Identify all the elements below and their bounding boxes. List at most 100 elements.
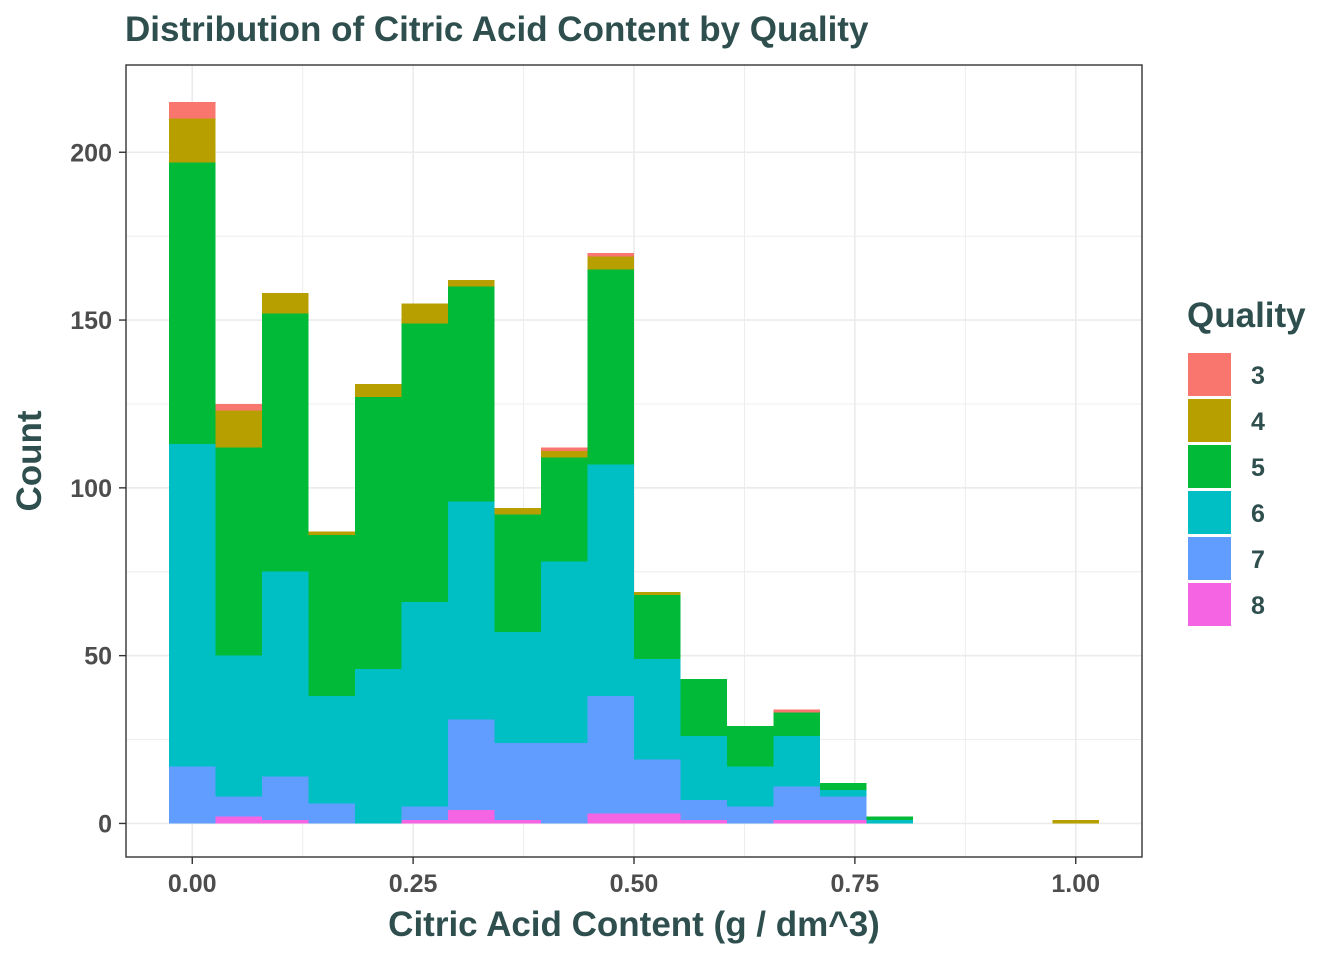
y-tick-label: 0	[98, 810, 112, 838]
bar-segment-quality-4	[541, 450, 588, 458]
bar-segment-quality-6	[354, 669, 402, 824]
bar-segment-quality-7	[215, 796, 262, 817]
bar-segment-quality-7	[587, 695, 634, 814]
bar-segment-quality-7	[819, 796, 867, 821]
x-axis-label: Citric Acid Content (g / dm^3)	[388, 905, 880, 944]
x-tick-label: 0.75	[831, 870, 880, 898]
legend-label-quality-5: 5	[1251, 454, 1265, 482]
x-tick-label: 0.25	[389, 870, 438, 898]
bar-segment-quality-4	[169, 118, 216, 163]
legend-swatch-quality-4	[1188, 399, 1231, 442]
bar-segment-quality-5	[680, 679, 727, 737]
y-tick-label: 100	[70, 475, 112, 503]
legend-swatch-quality-7	[1188, 537, 1231, 580]
bar-segment-quality-6	[634, 659, 681, 760]
legend-items: 3 4 5 6 7 8	[1188, 353, 1265, 626]
x-axis-ticks: 0.00 0.25 0.50 0.75 1.00	[168, 857, 1100, 898]
bar-segment-quality-7	[680, 799, 727, 821]
bar-segment-quality-4	[448, 279, 495, 287]
bar-segment-quality-7	[541, 742, 588, 824]
bar-segment-quality-5	[541, 457, 588, 562]
legend-label-quality-7: 7	[1251, 546, 1265, 574]
legend-label-quality-8: 8	[1251, 592, 1265, 620]
legend-swatch-quality-6	[1188, 491, 1231, 534]
bar-segment-quality-4	[1052, 820, 1099, 824]
bar-segment-quality-8	[448, 810, 495, 824]
bar-segment-quality-8	[680, 820, 727, 824]
bar-segment-quality-8	[262, 820, 309, 824]
bar-segment-quality-5	[866, 816, 914, 821]
bar-segment-quality-5	[634, 595, 681, 659]
bar-segment-quality-5	[819, 783, 867, 790]
bar-segment-quality-6	[448, 501, 495, 720]
bar-segment-quality-7	[494, 742, 541, 821]
bar-segment-quality-5	[401, 323, 449, 602]
bar-segment-quality-4	[354, 383, 402, 398]
legend-label-quality-6: 6	[1251, 500, 1265, 528]
y-tick-label: 200	[70, 139, 112, 167]
y-tick-label: 50	[84, 643, 112, 671]
bar-segment-quality-6	[773, 736, 820, 787]
bar-segment-quality-3	[215, 403, 262, 411]
bar-segment-quality-7	[634, 759, 681, 814]
bar-segment-quality-8	[819, 820, 867, 824]
y-tick-label: 150	[70, 307, 112, 335]
x-tick-label: 0.00	[168, 870, 217, 898]
bar-segment-quality-5	[215, 447, 262, 656]
legend-label-quality-3: 3	[1251, 362, 1265, 390]
bar-segment-quality-4	[308, 531, 355, 535]
bar-segment-quality-8	[773, 820, 820, 824]
bar-segment-quality-4	[401, 303, 449, 324]
bar-segment-quality-3	[773, 709, 820, 713]
bar-segment-quality-7	[773, 786, 820, 821]
bar-segment-quality-8	[634, 813, 681, 824]
bar-segment-quality-5	[494, 514, 541, 633]
bar-segment-quality-8	[587, 813, 634, 824]
legend-swatch-quality-3	[1188, 353, 1231, 396]
bar-segment-quality-5	[773, 712, 820, 737]
bar-segment-quality-6	[587, 464, 634, 696]
bar-segment-quality-6	[866, 820, 914, 824]
bar-segment-quality-8	[494, 820, 541, 824]
bar-segment-quality-6	[262, 571, 309, 777]
bar-segment-quality-6	[401, 601, 449, 807]
bar-segment-quality-4	[587, 256, 634, 270]
bar-segment-quality-7	[401, 806, 449, 821]
bar-segment-quality-7	[262, 776, 309, 821]
y-axis-label: Count	[10, 410, 49, 511]
legend: Quality 3 4 5 6 7 8	[1187, 296, 1306, 626]
bar-segment-quality-5	[727, 726, 774, 767]
bars	[169, 101, 1099, 824]
bar-segment-quality-7	[308, 803, 355, 824]
x-tick-label: 0.50	[610, 870, 659, 898]
legend-title: Quality	[1187, 296, 1306, 335]
bar-segment-quality-4	[215, 410, 262, 448]
legend-label-quality-4: 4	[1251, 408, 1265, 436]
bar-segment-quality-5	[587, 269, 634, 465]
bar-segment-quality-7	[727, 806, 774, 824]
bar-segment-quality-8	[215, 816, 262, 824]
bar-segment-quality-5	[262, 313, 309, 572]
bar-segment-quality-5	[448, 286, 495, 502]
y-axis-ticks: 0 50 100 150 200	[70, 139, 126, 838]
bar-segment-quality-7	[448, 719, 495, 811]
bar-segment-quality-5	[169, 162, 216, 445]
legend-swatch-quality-5	[1188, 445, 1231, 488]
x-tick-label: 1.00	[1051, 870, 1100, 898]
chart-title: Distribution of Citric Acid Content by Q…	[125, 10, 869, 49]
legend-swatch-quality-8	[1188, 583, 1231, 626]
bar-segment-quality-6	[680, 736, 727, 800]
bar-segment-quality-6	[727, 766, 774, 807]
bar-segment-quality-6	[541, 561, 588, 743]
bar-segment-quality-4	[494, 507, 541, 515]
bar-segment-quality-3	[169, 101, 216, 119]
bar-segment-quality-8	[401, 820, 449, 824]
bar-segment-quality-7	[169, 766, 216, 824]
bar-segment-quality-4	[262, 293, 309, 314]
bar-segment-quality-3	[541, 447, 588, 451]
bar-segment-quality-6	[819, 789, 867, 797]
bar-segment-quality-5	[308, 534, 355, 696]
bar-segment-quality-4	[634, 591, 681, 596]
bar-segment-quality-6	[494, 632, 541, 743]
